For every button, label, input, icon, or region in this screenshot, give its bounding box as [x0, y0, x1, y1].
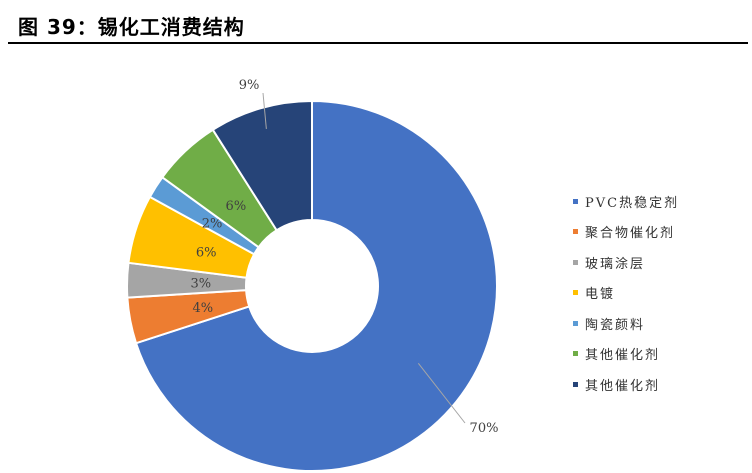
legend-swatch [573, 381, 578, 387]
leader-line [417, 362, 466, 424]
legend-label: 聚合物催化剂 [585, 226, 676, 242]
legend-swatch [573, 320, 578, 326]
legend-swatch [573, 198, 578, 204]
data-label: 2% [202, 217, 223, 232]
legend-swatch [573, 259, 578, 265]
data-label: 6% [226, 199, 247, 214]
legend-label: 电镀 [585, 287, 616, 303]
chart-title: 图 39：锡化工消费结构 [18, 15, 245, 39]
legend-swatch [573, 290, 578, 296]
legend-item: 其他催化剂 [573, 369, 679, 400]
legend-label: PVC热稳定剂 [585, 195, 680, 211]
legend-item: 聚合物催化剂 [573, 217, 679, 248]
legend-item: 其他催化剂 [573, 339, 679, 370]
title-bar: 图 39：锡化工消费结构 [8, 6, 748, 44]
legend-label: 其他催化剂 [585, 378, 661, 394]
data-label: 70% [470, 421, 499, 436]
legend-label: 其他催化剂 [585, 348, 661, 364]
leader-line [262, 92, 267, 129]
legend-item: 陶瓷颜料 [573, 308, 679, 339]
legend-label: 玻璃涂层 [585, 256, 646, 272]
data-label: 9% [239, 78, 260, 93]
data-label: 6% [196, 246, 217, 261]
chart-legend: PVC热稳定剂 聚合物催化剂 玻璃涂层 电镀 陶瓷颜料 其他催化剂 其他催化剂 [573, 186, 679, 400]
legend-swatch [573, 229, 578, 235]
legend-label: 陶瓷颜料 [585, 317, 646, 333]
donut-slice [211, 99, 313, 232]
legend-item: 玻璃涂层 [573, 247, 679, 278]
legend-item: 电镀 [573, 278, 679, 309]
donut-slice [134, 99, 498, 472]
data-label: 4% [192, 301, 213, 316]
legend-swatch [573, 351, 578, 357]
legend-item: PVC热稳定剂 [573, 186, 679, 217]
data-label: 3% [191, 277, 212, 292]
